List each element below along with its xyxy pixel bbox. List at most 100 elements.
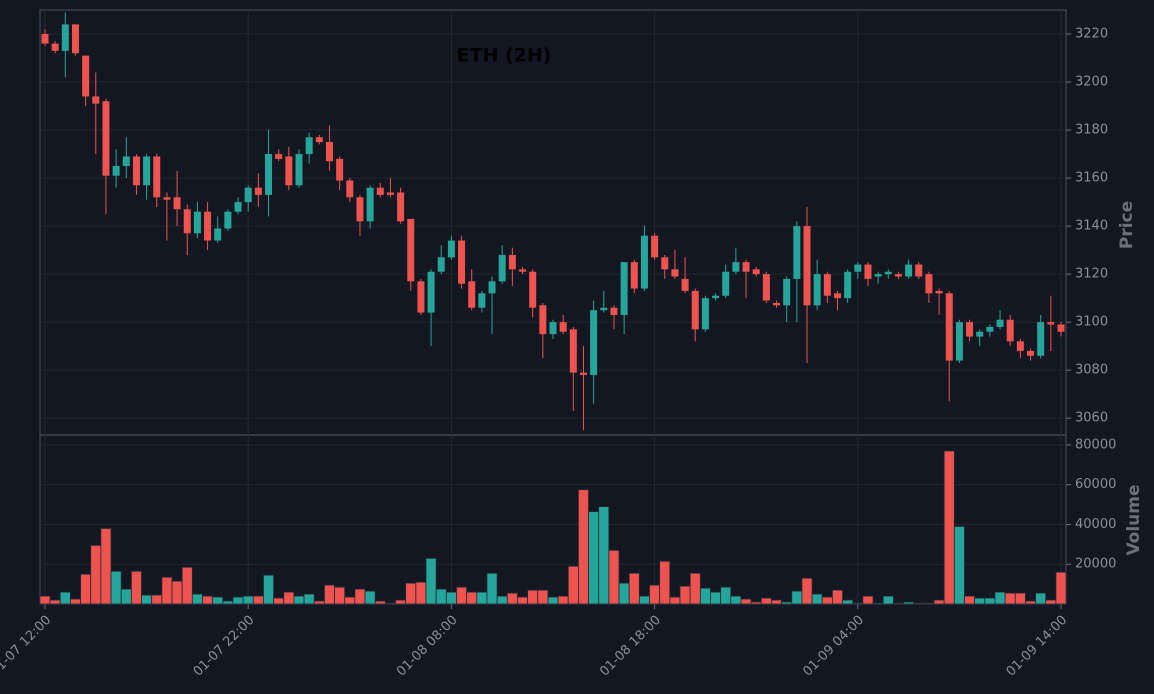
volume-bar [821,596,833,605]
candle-body [102,101,110,176]
candle-body [478,293,486,308]
volume-bar [1035,592,1047,605]
y-tick-label: 3220 [1075,27,1108,42]
candle-body [610,307,618,315]
volume-bar [252,595,264,605]
volume-bar [415,581,427,605]
volume-bar [466,591,478,605]
volume-bar [283,591,295,605]
volume-bar [374,600,386,605]
candle-body [41,34,49,44]
volume-bar [395,599,407,605]
candle-body [234,202,242,212]
volume-bar [923,602,935,605]
candle-body [417,281,425,313]
volume-bar [608,549,620,605]
volume-bar [720,586,732,605]
volume-bar [151,594,163,605]
volume-bar [110,570,122,605]
volume-bar [161,576,173,605]
volume-bar [689,572,701,605]
candle-body [590,310,598,375]
candle-body [559,322,567,332]
candle-body [173,197,181,210]
volume-bar [903,601,915,605]
volume-bar [984,597,996,605]
candle-body [214,228,222,241]
volume-bar [171,580,183,605]
candle-body [498,254,506,282]
volume-bar [120,588,132,605]
volume-bar [405,582,417,605]
volume-bar [588,511,600,605]
candle-body [569,329,577,373]
volume-bar [344,596,356,605]
volume-bar [547,596,559,605]
volume-bar [527,589,539,605]
volume-bar [49,599,61,605]
volume-bar [974,597,986,605]
candle-body [1047,322,1055,325]
volume-bar [832,589,843,605]
x-tick-label: 01-07 12:00 [0,613,54,680]
volume-bar [892,602,904,605]
volume-bar [791,590,803,605]
volume-bar [882,595,894,605]
y-tick-label: 40000 [1075,517,1116,532]
volume-bar [59,591,71,605]
volume-bar [750,601,762,605]
candle-body [651,235,659,258]
y-tick-label: 80000 [1075,437,1116,452]
volume-bar [811,593,823,605]
candle-body [376,187,384,195]
candle-body [204,211,212,241]
candle-body [712,295,720,299]
y-axis-label: Price [1117,201,1137,249]
candle-body [468,281,476,308]
volume-bar [130,570,142,605]
volume-bar [181,566,193,605]
volume-bar [669,596,681,605]
volume-bar [760,597,772,605]
candle-body [915,264,923,277]
volume-bar [933,599,945,605]
candle-body [996,319,1004,327]
volume-bar [567,565,579,605]
volume-bar [222,600,234,605]
candle-body [813,274,821,306]
y-tick-label: 3060 [1075,411,1108,426]
volume-bar [730,595,742,605]
candle-body [1006,319,1014,342]
candle-body [305,137,313,155]
candle-body [783,278,791,306]
candle-body [366,187,374,222]
candle-body [458,240,466,284]
volume-bar [425,557,437,605]
candle-body [397,192,405,222]
volume-bar [628,572,640,605]
candle-body [1027,350,1035,356]
volume-bar [964,595,976,605]
candle-body [386,192,394,195]
volume-axis-label: Volume [1124,484,1144,555]
volume-bar [273,597,285,605]
volume-bar [232,596,244,605]
volume-bar [70,598,81,605]
candle-body [884,271,892,275]
volume-bar [476,591,488,605]
candle-body [224,211,232,229]
y-tick-label: 3200 [1075,75,1108,90]
volume-bar [872,602,884,605]
candle-body [1057,324,1065,332]
y-tick-label: 3100 [1075,315,1108,330]
y-tick-label: 3140 [1075,219,1108,234]
volume-bar [141,594,153,605]
candle-body [132,156,140,186]
y-tick-label: 60000 [1075,477,1116,492]
candle-body [447,240,455,258]
y-tick-label: 3160 [1075,171,1108,186]
candle-body [529,271,537,308]
candle-body [346,180,354,198]
